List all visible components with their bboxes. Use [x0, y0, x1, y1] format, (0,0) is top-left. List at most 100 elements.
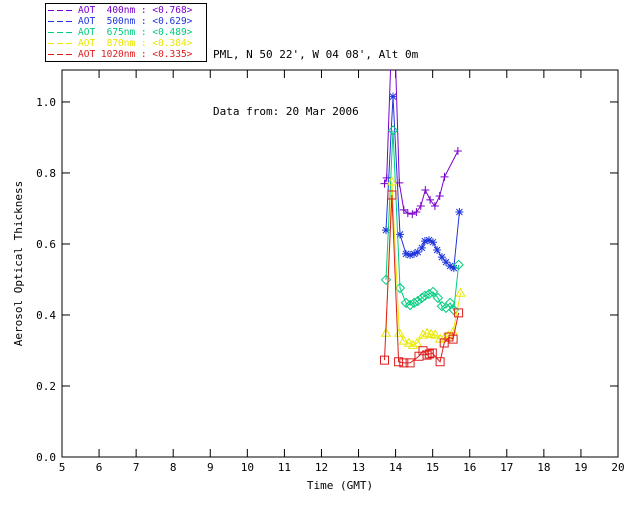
- station-info: PML, N 50 22', W 04 08', Alt 0m Data fro…: [213, 7, 418, 159]
- plus-marker: [416, 202, 425, 210]
- triangle-marker: [398, 335, 409, 345]
- legend-item: AOT 400nm : <0.768>: [48, 5, 204, 16]
- x-tick-label: 13: [352, 461, 365, 474]
- legend-dashed-line-swatch: [48, 43, 74, 44]
- x-tick-label: 7: [133, 461, 140, 474]
- diamond-marker: [427, 286, 439, 298]
- plus-marker: [453, 147, 462, 155]
- legend-label: AOT 500nm : <0.629>: [78, 15, 193, 27]
- asterisk-marker: [455, 208, 464, 216]
- plus-marker: [426, 195, 435, 204]
- plus-marker: [403, 209, 412, 218]
- plus-marker: [440, 172, 449, 181]
- asterisk-marker: [406, 251, 415, 259]
- x-tick-label: 5: [59, 461, 66, 474]
- asterisk-marker: [417, 243, 426, 252]
- x-tick-label: 10: [241, 461, 254, 474]
- y-axis-label: Aerosol Optical Thickness: [12, 181, 25, 347]
- station-location-line: PML, N 50 22', W 04 08', Alt 0m: [213, 48, 419, 61]
- legend-item: AOT 500nm : <0.629>: [48, 16, 204, 27]
- y-tick-label: 0.8: [36, 167, 56, 180]
- series-markers-aot-1020nm: [380, 190, 464, 368]
- triangle-marker: [403, 337, 415, 347]
- x-tick-label: 18: [537, 461, 550, 474]
- x-tick-label: 6: [96, 461, 103, 474]
- asterisk-marker: [433, 246, 442, 254]
- x-tick-label: 14: [389, 461, 403, 474]
- plus-marker: [408, 210, 417, 219]
- asterisk-marker: [442, 258, 450, 267]
- diamond-marker: [444, 297, 456, 309]
- square-marker: [439, 338, 449, 348]
- diamond-marker: [416, 292, 428, 304]
- legend-label: AOT 870nm : <0.384>: [78, 37, 193, 49]
- diamond-marker: [432, 292, 444, 304]
- plus-marker: [399, 205, 408, 214]
- plus-marker: [395, 178, 404, 187]
- square-marker: [405, 358, 415, 368]
- legend-dashed-line-swatch: [48, 10, 74, 11]
- series-markers-aot-400nm: [380, 147, 462, 219]
- x-tick-label: 20: [611, 461, 624, 474]
- y-tick-label: 0.6: [36, 238, 56, 251]
- x-tick-label: 19: [574, 461, 587, 474]
- triangle-marker: [417, 329, 429, 339]
- square-marker: [380, 355, 389, 365]
- diamond-marker: [380, 274, 392, 286]
- legend-dashed-line-swatch: [48, 21, 74, 22]
- x-tick-label: 8: [170, 461, 177, 474]
- square-marker: [394, 357, 404, 367]
- x-tick-label: 12: [315, 461, 328, 474]
- square-marker: [444, 332, 454, 342]
- diamond-marker: [453, 259, 464, 271]
- square-marker: [418, 346, 428, 356]
- square-marker: [454, 308, 464, 318]
- square-marker: [414, 351, 424, 361]
- x-tick-label: 17: [500, 461, 513, 474]
- square-marker: [448, 334, 458, 344]
- asterisk-marker: [402, 249, 410, 258]
- legend-label: AOT 400nm : <0.768>: [78, 4, 193, 16]
- asterisk-marker: [413, 248, 422, 257]
- square-marker: [387, 190, 397, 200]
- triangle-marker: [439, 332, 450, 342]
- asterisk-marker: [410, 249, 419, 258]
- square-marker: [435, 357, 445, 367]
- triangle-marker: [455, 287, 466, 297]
- plus-marker: [421, 186, 430, 194]
- plus-marker: [412, 208, 421, 216]
- legend-item: AOT 1020nm : <0.335>: [48, 49, 204, 60]
- square-marker: [424, 349, 434, 359]
- legend-dashed-line-swatch: [48, 54, 74, 55]
- plot-frame: [61, 69, 619, 458]
- diamond-marker: [423, 288, 435, 300]
- plus-marker: [380, 179, 389, 188]
- legend-dashed-line-swatch: [48, 32, 74, 33]
- asterisk-marker: [382, 226, 390, 235]
- asterisk-marker: [389, 92, 397, 101]
- asterisk-marker: [449, 264, 458, 273]
- diamond-marker: [404, 299, 416, 311]
- legend-box: AOT 400nm : <0.768> AOT 500nm : <0.629> AO…: [45, 3, 207, 62]
- diamond-marker: [419, 290, 431, 302]
- asterisk-marker: [420, 237, 429, 246]
- x-tick-label: 15: [426, 461, 439, 474]
- legend-label: AOT 675nm : <0.489>: [78, 26, 193, 38]
- legend-label: AOT 1020nm : <0.335>: [78, 48, 193, 60]
- diamond-marker: [408, 297, 420, 309]
- triangle-marker: [386, 176, 398, 186]
- legend-item: AOT 675nm : <0.489>: [48, 27, 204, 38]
- asterisk-marker: [425, 236, 433, 245]
- data-date-line: Data from: 20 Mar 2006: [213, 105, 359, 118]
- square-marker: [427, 348, 437, 358]
- diamond-marker: [387, 125, 399, 136]
- legend-item: AOT 870nm : <0.384>: [48, 38, 204, 49]
- x-tick-label: 16: [463, 461, 476, 474]
- y-tick-label: 0.2: [36, 380, 56, 393]
- diamond-marker: [412, 295, 424, 307]
- triangle-marker: [407, 339, 419, 349]
- plus-marker: [430, 202, 439, 210]
- y-tick-label: 1.0: [36, 96, 56, 109]
